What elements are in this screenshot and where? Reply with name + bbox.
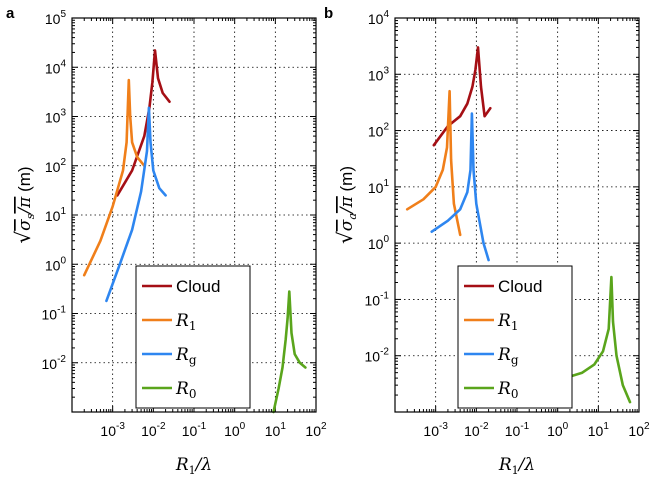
y-tick-label: 10-1 [365,290,390,308]
legend-label-r1: R1 [497,311,518,333]
x-tick-label: 101 [588,421,610,439]
legend-box [457,265,573,409]
legend-box [135,265,251,409]
x-tick-label: 101 [265,421,287,439]
x-tick-label: 10-1 [505,421,530,439]
y-axis-title: √σa/π (m) [333,166,359,244]
y-tick-label: 100 [45,255,67,273]
legend-label-r1: R1 [175,311,196,333]
y-tick-label: 103 [368,65,390,83]
panel-label: a [6,5,15,22]
panel-b: b 10-3 10-2 10-1 100 101 102 10-2 10-1 100 101 102 1… [324,5,650,477]
y-tick-label: 10-2 [365,347,390,365]
panel-label: b [324,5,333,22]
x-tick-label: 10-3 [423,421,448,439]
y-tick-label: 104 [368,9,390,27]
x-tick-label: 102 [628,421,650,439]
x-tick-label: 102 [305,421,327,439]
series-line-rg [430,112,490,262]
legend: Cloud R1 Rg R0 [135,265,251,409]
x-tick-label: 100 [224,421,246,439]
legend-label-rg: Rg [497,345,519,367]
plot-frame [71,17,317,413]
y-tick-label: 10-1 [42,305,67,323]
y-tick-label: 102 [368,122,390,140]
x-tick-label: 100 [547,421,569,439]
y-tick-label: 101 [45,206,67,224]
y-tick-label: 102 [45,157,67,175]
y-tick-label: 10-2 [42,354,67,372]
x-tick-label: 10-3 [100,421,125,439]
plot-frame [394,17,640,413]
legend-label-r0: R0 [497,379,518,401]
series-line-r1 [405,89,462,237]
y-tick-label: 100 [368,234,390,252]
series-line-cloud [116,49,171,197]
x-tick-label: 10-2 [464,421,489,439]
legend-label-r0: R0 [175,379,196,401]
panel-a: a 10-3 10-2 10-1 100 101 102 10-2 10-1 100 101 102 1… [6,5,327,477]
legend: Cloud R1 Rg R0 [457,265,573,409]
legend-label-cloud: Cloud [498,277,542,296]
x-tick-label: 10-1 [182,421,207,439]
y-tick-label: 101 [368,178,390,196]
x-axis-title: R1/λ [175,455,212,477]
series-line-r1 [82,78,146,277]
legend-label-cloud: Cloud [176,277,220,296]
series-line-rg [105,106,167,303]
x-tick-label: 10-2 [141,421,166,439]
y-tick-label: 104 [45,58,67,76]
series-line-cloud [432,46,492,147]
y-tick-label: 103 [45,108,67,126]
x-axis-title: R1/λ [498,455,535,477]
legend-label-rg: Rg [175,345,197,367]
y-tick-label: 105 [45,9,67,27]
series-line-r0 [272,290,307,414]
series-line-r0 [563,275,632,404]
y-axis-title: √σs/π (m) [11,166,37,243]
